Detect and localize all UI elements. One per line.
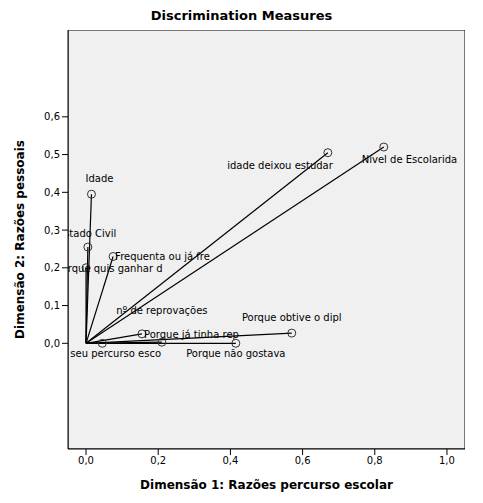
svg-text:Dimensão 1: Razões percurso es: Dimensão 1: Razões percurso escolar: [140, 478, 393, 492]
svg-text:0,4: 0,4: [222, 455, 238, 466]
svg-text:0,0: 0,0: [44, 338, 60, 349]
svg-text:1,0: 1,0: [439, 455, 455, 466]
svg-text:Dimensão 2: Razões pessoais: Dimensão 2: Razões pessoais: [13, 140, 27, 339]
svg-text:0,8: 0,8: [367, 455, 383, 466]
svg-text:0,5: 0,5: [44, 149, 60, 160]
svg-text:Nível de Escolarida: Nível de Escolarida: [362, 154, 457, 165]
svg-text:idade deixou estudar: idade deixou estudar: [227, 160, 334, 171]
svg-text:No seu percurso esco: No seu percurso esco: [68, 348, 161, 359]
svg-text:0,2: 0,2: [44, 262, 60, 273]
svg-text:0,2: 0,2: [150, 455, 166, 466]
svg-text:Porque não gostava: Porque não gostava: [186, 348, 285, 359]
html-text:Discrimination Measures: Discrimination Measures: [150, 8, 333, 23]
svg-text:Porque obtive o dipl: Porque obtive o dipl: [242, 312, 342, 323]
svg-text:0,6: 0,6: [295, 455, 311, 466]
svg-text:Frequenta ou já fre: Frequenta ou já fre: [115, 251, 210, 262]
svg-text:0,0: 0,0: [78, 455, 94, 466]
svg-text:0,4: 0,4: [44, 187, 60, 198]
svg-text:0,1: 0,1: [44, 300, 60, 311]
svg-text:Porque quis ganhar d: Porque quis ganhar d: [68, 263, 163, 274]
svg-text:0,6: 0,6: [44, 111, 60, 122]
svg-text:Estado Civil: Estado Civil: [68, 228, 116, 239]
svg-text:Porque já tinha rep: Porque já tinha rep: [144, 329, 239, 340]
svg-text:Idade: Idade: [85, 173, 113, 184]
svg-text:0,3: 0,3: [44, 225, 60, 236]
svg-text:nº de reprovações: nº de reprovações: [116, 305, 207, 316]
